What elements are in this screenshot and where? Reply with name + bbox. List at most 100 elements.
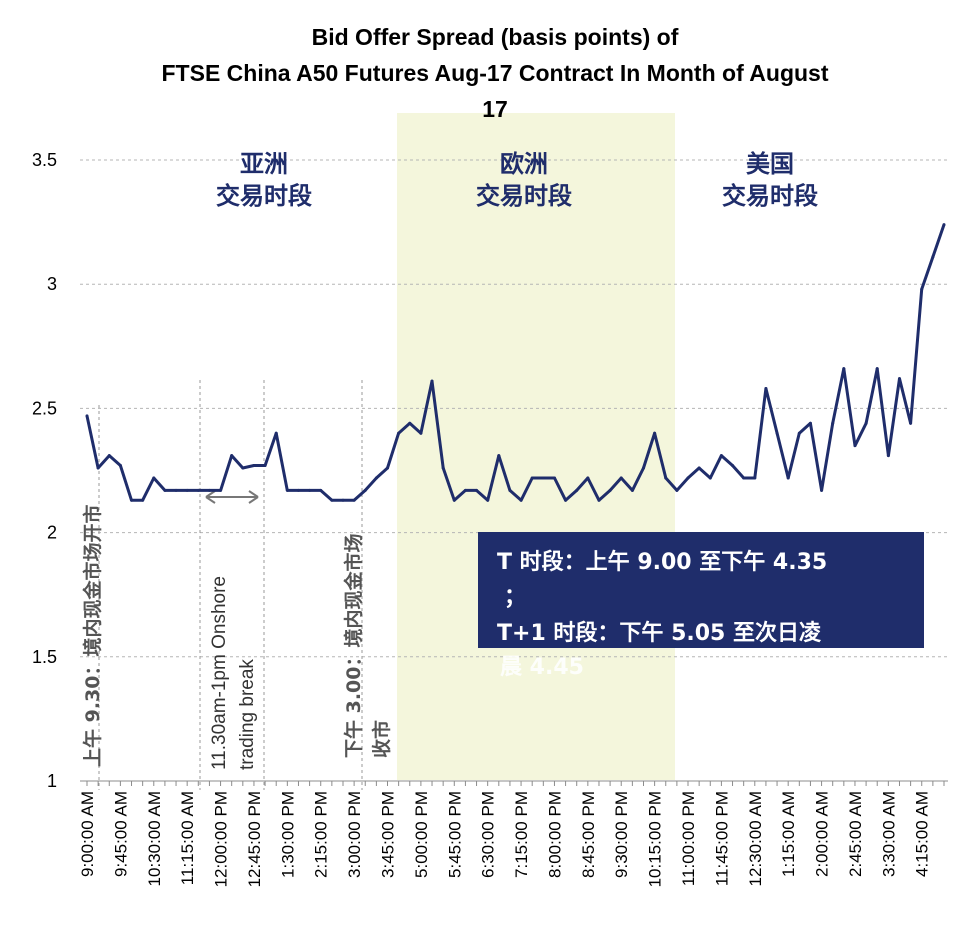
x-tick-label: 1:30:00 PM xyxy=(278,791,297,878)
x-tick-label: 12:00:00 PM xyxy=(212,791,231,887)
data-point xyxy=(319,488,323,492)
data-point xyxy=(85,414,89,418)
data-point xyxy=(808,421,812,425)
data-point xyxy=(463,488,467,492)
x-tick-label: 8:00:00 PM xyxy=(546,791,565,878)
session-labels: 亚洲 交易时段 欧洲 交易时段 美国 交易时段 xyxy=(216,150,818,210)
trading-break-annotation-line2: trading break xyxy=(237,659,258,770)
data-point xyxy=(352,498,356,502)
data-point xyxy=(152,476,156,480)
data-point xyxy=(820,488,824,492)
data-point xyxy=(708,476,712,480)
data-point xyxy=(274,431,278,435)
data-point xyxy=(330,498,334,502)
watermark-text: 付鹏的财经世界 xyxy=(764,889,897,911)
data-point xyxy=(508,488,512,492)
x-tick-label: 8:45:00 PM xyxy=(579,791,598,878)
x-tick-label: 2:00:00 AM xyxy=(813,791,832,877)
x-tick-label: 6:30:00 PM xyxy=(479,791,498,878)
data-point xyxy=(452,498,456,502)
data-point xyxy=(419,431,423,435)
data-point xyxy=(875,367,879,371)
y-tick-label: 1.5 xyxy=(32,647,57,667)
data-point xyxy=(831,421,835,425)
x-tick-label: 3:00:00 PM xyxy=(345,791,364,878)
data-point xyxy=(864,421,868,425)
data-point xyxy=(241,466,245,470)
spread-series-line xyxy=(85,224,946,502)
info-box-line4: 晨 4.45 xyxy=(500,655,584,680)
x-tick-label: 7:15:00 PM xyxy=(512,791,531,878)
data-point xyxy=(686,476,690,480)
us-session-label-line1: 美国 xyxy=(746,150,794,178)
chart-title: Bid Offer Spread (basis points) of FTSE … xyxy=(162,24,829,122)
x-tick-label: 5:00:00 PM xyxy=(412,791,431,878)
data-point xyxy=(564,498,568,502)
data-point xyxy=(263,464,267,468)
data-point xyxy=(552,476,556,480)
asia-session-label-line1: 亚洲 xyxy=(240,150,288,178)
data-point xyxy=(519,498,523,502)
data-point xyxy=(853,444,857,448)
data-point xyxy=(719,454,723,458)
data-point xyxy=(497,454,501,458)
data-point xyxy=(174,488,178,492)
title-line-3: 17 xyxy=(482,96,508,122)
title-line-1: Bid Offer Spread (basis points) of xyxy=(312,24,679,50)
x-tick-label: 2:45:00 AM xyxy=(846,791,865,877)
data-point xyxy=(764,387,768,391)
data-point xyxy=(185,488,189,492)
data-point xyxy=(653,431,657,435)
data-point xyxy=(575,488,579,492)
x-tick-label: 3:45:00 PM xyxy=(379,791,398,878)
event-markers xyxy=(98,380,363,790)
spread-data-points xyxy=(85,223,946,502)
asia-session-label-line2: 交易时段 xyxy=(216,182,312,210)
data-point xyxy=(641,466,645,470)
y-tick-label: 1 xyxy=(47,771,57,791)
data-point xyxy=(775,431,779,435)
data-point xyxy=(141,498,145,502)
data-point xyxy=(597,498,601,502)
data-point xyxy=(386,466,390,470)
data-point xyxy=(541,476,545,480)
data-point xyxy=(797,431,801,435)
data-point xyxy=(931,255,935,259)
info-box-line3: T+1 时段：下午 5.05 至次日凌 xyxy=(497,620,822,646)
y-tick-label: 3 xyxy=(47,274,57,294)
data-point xyxy=(608,488,612,492)
trading-break-arrow xyxy=(205,490,259,504)
data-point xyxy=(897,377,901,381)
info-box-line2: ； xyxy=(504,585,526,610)
data-point xyxy=(341,498,345,502)
data-point xyxy=(230,454,234,458)
x-tick-label: 4:15:00 AM xyxy=(913,791,932,877)
watermark-logo-icon xyxy=(734,889,754,909)
rotated-annotations: 上午 9.30：境内现金市场开市 11.30am-1pm Onshore tra… xyxy=(81,505,393,771)
data-point xyxy=(842,367,846,371)
x-tick-label: 3:30:00 AM xyxy=(879,791,898,877)
info-box-background xyxy=(478,532,924,648)
data-point xyxy=(408,421,412,425)
data-point xyxy=(486,498,490,502)
trading-break-annotation-line1: 11.30am-1pm Onshore xyxy=(209,576,230,770)
x-tick-label: 11:45:00 PM xyxy=(712,791,731,886)
x-tick-label: 12:45:00 PM xyxy=(245,791,264,887)
data-point xyxy=(207,488,211,492)
data-point xyxy=(308,488,312,492)
data-point xyxy=(731,464,735,468)
info-box-line1: T 时段：上午 9.00 至下午 4.35 xyxy=(497,549,827,575)
data-point xyxy=(664,476,668,480)
data-point xyxy=(107,454,111,458)
y-tick-label: 2.5 xyxy=(32,398,57,418)
x-axis-tick-labels: 9:00:00 AM 9:45:00 AM 10:30:00 AM 11:15:00 … xyxy=(78,791,932,887)
market-open-annotation: 上午 9.30：境内现金市场开市 xyxy=(81,505,104,768)
data-point xyxy=(753,476,757,480)
data-point xyxy=(886,454,890,458)
x-tick-label: 9:00:00 AM xyxy=(78,791,97,877)
data-point xyxy=(742,476,746,480)
data-point xyxy=(219,488,223,492)
y-axis-tick-labels: 3.5 3 2.5 2 1.5 1 xyxy=(32,150,57,791)
data-point xyxy=(675,488,679,492)
